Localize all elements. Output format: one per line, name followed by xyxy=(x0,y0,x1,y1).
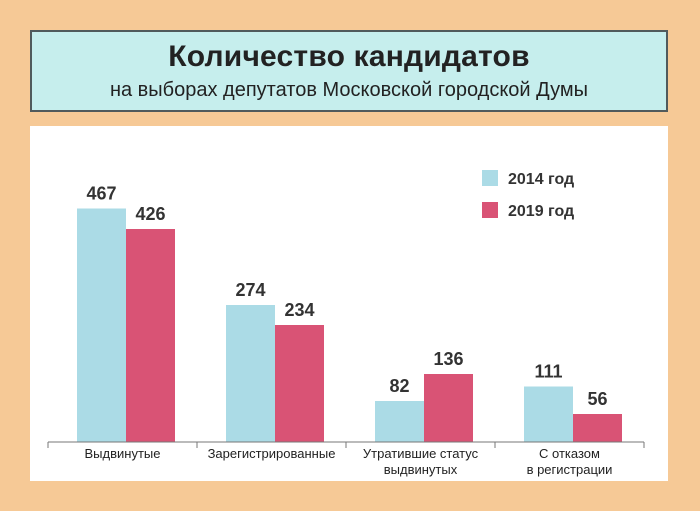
bar-2014-0 xyxy=(77,208,126,442)
bar-2019-1 xyxy=(275,325,324,442)
title-box: Количество кандидатов на выборах депутат… xyxy=(30,30,668,112)
value-label: 467 xyxy=(86,184,116,204)
category-label: Утратившие статус xyxy=(363,446,479,461)
category-label: в регистрации xyxy=(527,462,613,477)
legend-label: 2014 год xyxy=(508,171,574,188)
value-label: 136 xyxy=(433,349,463,369)
chart-title: Количество кандидатов xyxy=(168,40,530,73)
legend-swatch xyxy=(482,170,498,186)
bar-2019-0 xyxy=(126,229,175,442)
value-label: 426 xyxy=(135,204,165,224)
category-label: С отказом xyxy=(539,446,600,461)
chart-subtitle: на выборах депутатов Московской городско… xyxy=(109,79,589,101)
bar-2019-3 xyxy=(573,414,622,442)
legend-swatch xyxy=(482,202,498,218)
value-label: 82 xyxy=(389,376,409,396)
category-label: Зарегистрированные xyxy=(208,446,336,461)
value-label: 56 xyxy=(587,389,607,409)
bar-2019-2 xyxy=(424,374,473,442)
chart-panel: 467 426 274 234 82 136 111 56 Выдвинутые Зарегист… xyxy=(30,126,668,481)
bar-2014-1 xyxy=(226,305,275,442)
bar-chart: 467 426 274 234 82 136 111 56 Выдвинутые Зарегист… xyxy=(47,170,645,477)
bar-2014-3 xyxy=(524,386,573,442)
category-label: Выдвинутые xyxy=(85,446,161,461)
bar-2014-2 xyxy=(375,401,424,442)
value-label: 234 xyxy=(284,300,314,320)
value-label: 274 xyxy=(235,280,265,300)
legend-label: 2019 год xyxy=(508,203,574,220)
category-label: выдвинутых xyxy=(384,462,458,477)
value-label: 111 xyxy=(534,362,562,382)
